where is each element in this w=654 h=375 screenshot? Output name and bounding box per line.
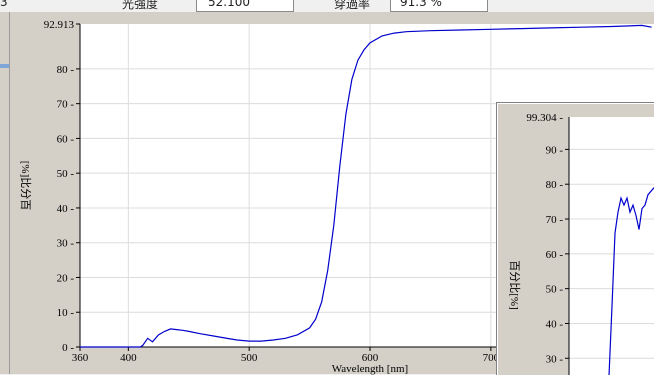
inset-y-tick-label: 50 - (546, 284, 564, 296)
x-tick-label: 400 (120, 352, 137, 364)
transmittance-value-field[interactable] (390, 0, 488, 12)
inset-y-tick-label: 40 - (546, 318, 564, 330)
y-tick-label: 60 - (57, 133, 75, 145)
top-strip-item-2: 光強度 (122, 0, 159, 11)
y-tick-label: 80 - (57, 64, 75, 76)
left-edge-highlight (0, 64, 9, 68)
left-window-edge (0, 12, 10, 374)
y-tick-label: 70 - (57, 99, 75, 111)
top-strip-item-4: 穿過率 (334, 0, 371, 11)
inset-y-tick-label: 60 - (546, 249, 564, 261)
top-strip-item-1: 3 (0, 0, 8, 9)
y-tick-label: 30 - (57, 238, 75, 250)
inset-y-tick-label: 30 - (546, 353, 564, 365)
x-tick-label: 500 (241, 352, 258, 364)
y-tick-label: 0 - (62, 342, 74, 354)
intensity-value-field[interactable] (196, 0, 294, 12)
inset-y-axis-label: 百分比[%] (508, 260, 521, 310)
inset-series-line (608, 187, 654, 375)
inset-plot-area (569, 117, 654, 375)
y-tick-label: 20 - (57, 272, 75, 284)
y-max-label: 92.913 (44, 19, 75, 31)
y-tick-label: 10 - (57, 307, 75, 319)
inset-chart-panel: 30 - 40 - 50 - 60 - 70 - 80 - 90 - 99.304 - 百分比[… (496, 102, 654, 375)
transmittance-series-line (80, 24, 652, 348)
inset-y-tick-label: 90 - (546, 144, 564, 156)
x-tick-label: 600 (362, 352, 379, 364)
top-strip-item-3: 52.100 (208, 0, 250, 9)
x-tick-label: 360 (72, 352, 89, 364)
inset-y-max-label: 99.304 - (526, 112, 563, 124)
y-tick-label: 40 - (57, 203, 75, 215)
top-toolbar-strip: 3 光強度 52.100 穿過率 91.3 % (0, 0, 654, 12)
y-axis-label: [%]比分百 (19, 161, 32, 211)
x-tick-label: 700 (483, 352, 500, 364)
y-tick-label: 50 - (57, 168, 75, 180)
inset-y-tick-label: 80 - (546, 179, 564, 191)
top-strip-item-5: 91.3 % (400, 0, 442, 9)
inset-y-tick-label: 70 - (546, 214, 564, 226)
inset-transmittance-chart: 30 - 40 - 50 - 60 - 70 - 80 - 90 - 99.304 - 百分比[… (508, 112, 654, 375)
x-axis-label: Wavelength [nm] (332, 363, 408, 375)
